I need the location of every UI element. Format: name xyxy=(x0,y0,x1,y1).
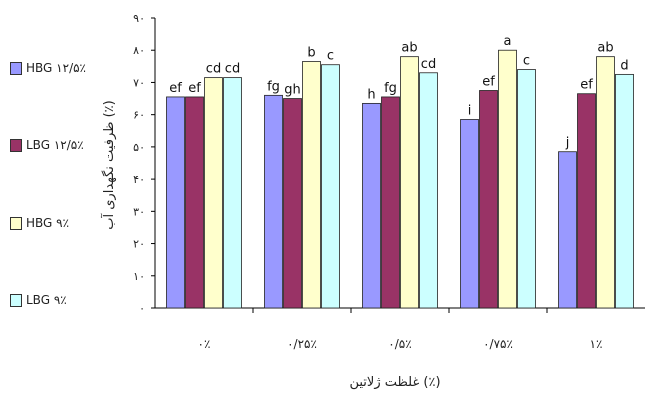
bar xyxy=(302,61,321,309)
bar xyxy=(498,49,517,309)
bar-letter-label: i xyxy=(468,104,472,119)
legend-item: HBG ١٢/۵٪ xyxy=(10,61,86,75)
x-tick-label: ٠/۵٪ xyxy=(388,337,411,351)
legend-swatch xyxy=(10,61,22,75)
bar xyxy=(166,96,185,309)
y-tick-label: ۶٠ xyxy=(133,109,145,122)
bar xyxy=(577,93,596,309)
y-tick-label: ١٠ xyxy=(133,270,145,283)
bar xyxy=(479,90,498,309)
bar-letter-label: cd xyxy=(206,62,221,77)
x-tick-label: ٠/٧۵٪ xyxy=(483,337,513,351)
bar xyxy=(223,77,242,309)
legend-label: LBG ١٢/۵٪ xyxy=(26,138,84,152)
x-axis-title: غلظت ژلاتین (٪) xyxy=(349,375,440,390)
bar xyxy=(381,96,400,309)
legend-swatch xyxy=(10,138,22,152)
bar-letter-label: cd xyxy=(225,62,240,77)
legend-swatch xyxy=(10,216,22,230)
bar-letter-label: b xyxy=(307,46,315,61)
bar-letter-label: d xyxy=(620,58,628,73)
y-tick-label: ٠ xyxy=(139,302,145,315)
bar xyxy=(615,73,634,309)
y-tick-label: ۴٠ xyxy=(133,173,145,186)
bar-letter-label: ef xyxy=(169,81,182,96)
bar-letter-label: ef xyxy=(580,78,593,93)
bar xyxy=(460,119,479,309)
bar-letter-label: j xyxy=(565,136,570,151)
legend-item: HBG ٩٪ xyxy=(10,216,69,230)
bar-letter-label: fg xyxy=(267,79,280,94)
bar xyxy=(596,56,615,309)
bar xyxy=(204,77,223,309)
bars xyxy=(166,49,634,309)
bar xyxy=(283,98,302,309)
bar xyxy=(321,64,340,309)
bar-letter-label: cd xyxy=(421,57,436,72)
bar-letter-label: c xyxy=(523,54,530,69)
bar-letter-label: ab xyxy=(597,41,613,56)
x-tick-label: ٠٪ xyxy=(198,337,211,351)
bar-letter-label: c xyxy=(327,49,334,64)
bar-letter-label: gh xyxy=(284,83,301,98)
bar-letter-label: ab xyxy=(401,41,417,56)
tick-labels: ٠ ١٠ ٢٠ ٣٠ ۴٠ ۵٠ ۶٠ ٧٠ ٨٠ ٩٠ ٠٪ ٠/٢۵٪ ٠/۵٪ ٠/٧۵٪ ١٪ xyxy=(133,12,602,351)
bar xyxy=(185,96,204,309)
x-tick-label: ١٪ xyxy=(590,337,603,351)
legend-label: HBG ١٢/۵٪ xyxy=(26,61,86,75)
bar-letter-label: fg xyxy=(384,81,397,96)
bar xyxy=(400,56,419,309)
legend-item: LBG ١٢/۵٪ xyxy=(10,138,84,152)
legend-swatch xyxy=(10,293,22,307)
y-axis-title: ظرفیت نگهداری آب (٪) xyxy=(100,100,117,229)
bar-letter-label: h xyxy=(367,87,375,102)
y-tick-label: ٩٠ xyxy=(133,12,145,25)
bar-letter-label: ef xyxy=(188,81,201,96)
y-tick-label: ٢٠ xyxy=(133,238,145,251)
bar xyxy=(517,69,536,309)
y-tick-label: ۵٠ xyxy=(133,141,145,154)
bar-letter-label: ef xyxy=(482,75,495,90)
bar-letter-label: a xyxy=(504,34,512,49)
bar xyxy=(419,72,438,309)
legend-item: LBG ٩٪ xyxy=(10,293,67,307)
y-tick-label: ٨٠ xyxy=(133,44,145,57)
legend-label: HBG ٩٪ xyxy=(26,216,70,230)
y-tick-label: ٣٠ xyxy=(133,205,145,218)
bar xyxy=(558,151,577,309)
x-tick-label: ٠/٢۵٪ xyxy=(287,337,317,351)
legend: HBG ١٢/۵٪ LBG ١٢/۵٪ HBG ٩٪ LBG ٩٪ xyxy=(10,0,120,396)
y-tick-label: ٧٠ xyxy=(133,76,145,89)
bar xyxy=(362,102,381,309)
legend-label: LBG ٩٪ xyxy=(26,293,67,307)
bar xyxy=(264,94,283,309)
